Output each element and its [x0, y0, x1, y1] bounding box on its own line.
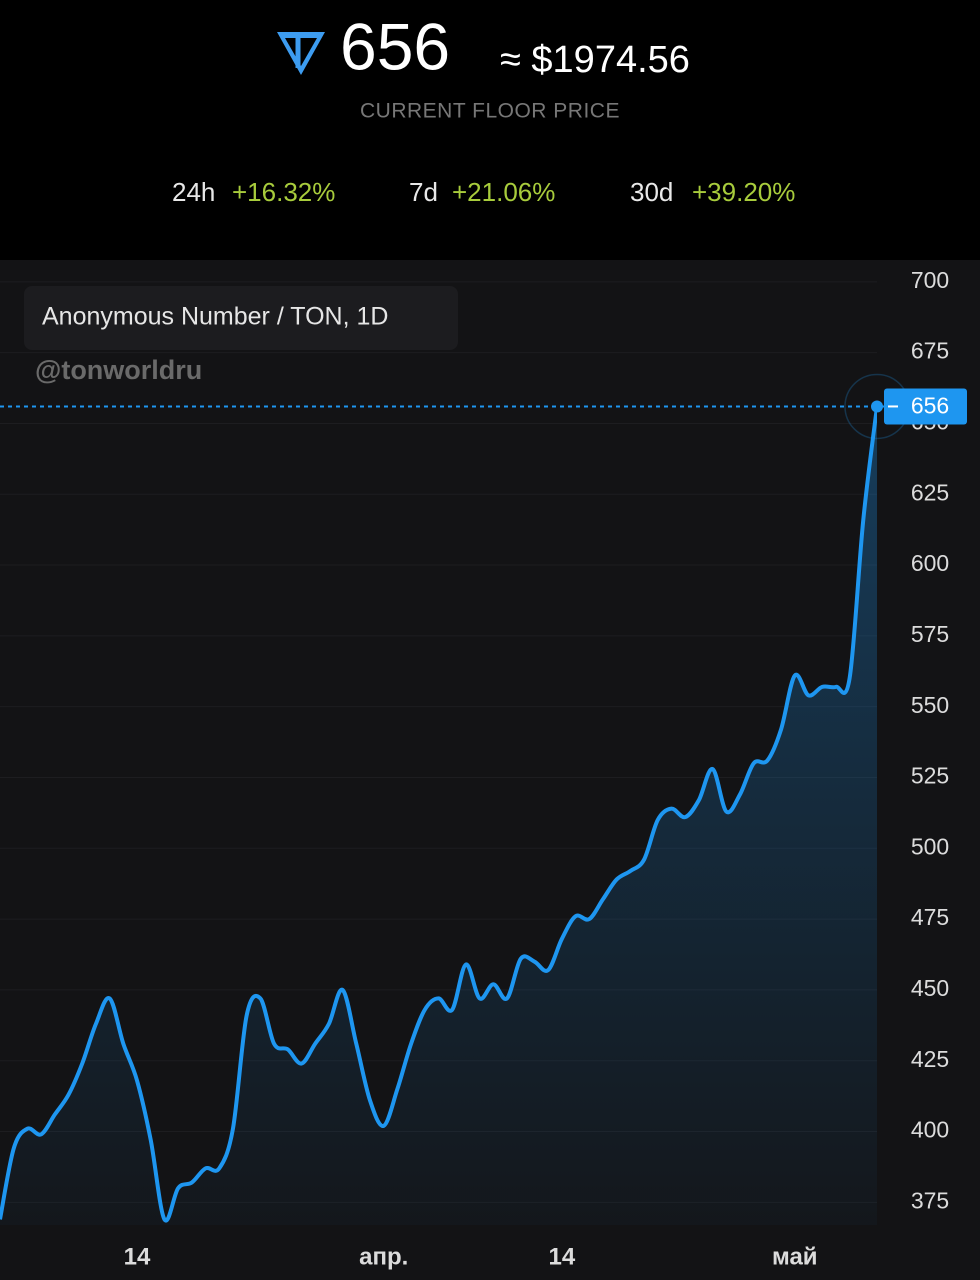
change-value: +39.20%	[692, 177, 795, 207]
y-tick-label: 575	[911, 621, 949, 647]
y-tick-label: 375	[911, 1187, 949, 1213]
y-tick-label: 475	[911, 904, 949, 930]
changes: 24h +16.32% 7d +21.06% 30d +39.20%	[172, 177, 795, 207]
usd-price: ≈ $1974.56	[500, 39, 690, 81]
last-point	[871, 400, 883, 413]
y-tick-label: 600	[911, 550, 949, 576]
change-period: 7d	[409, 177, 438, 207]
x-tick-label: май	[772, 1243, 818, 1270]
chart-title: Anonymous Number / TON, 1D	[42, 303, 388, 331]
y-tick-label: 525	[911, 763, 949, 789]
y-tick-label: 675	[911, 338, 949, 364]
y-tick-label: 625	[911, 479, 949, 505]
x-tick-label: 14	[124, 1243, 151, 1270]
floor-price: 656	[340, 9, 450, 83]
x-tick-label: апр.	[359, 1243, 408, 1270]
y-tick-label: 425	[911, 1046, 949, 1072]
y-tick-label: 500	[911, 833, 949, 859]
y-tick-label: 550	[911, 692, 949, 718]
change-value: +21.06%	[452, 177, 555, 207]
area	[0, 406, 877, 1225]
change-value: +16.32%	[232, 177, 335, 207]
watermark: @tonworldru	[35, 355, 202, 385]
y-tick-label: 700	[911, 267, 949, 293]
price-label: CURRENT FLOOR PRICE	[360, 100, 620, 123]
last-price-label: 656	[911, 393, 949, 419]
x-tick-label: 14	[548, 1243, 575, 1270]
change-period: 30d	[630, 177, 673, 207]
y-tick-label: 450	[911, 975, 949, 1001]
change-period: 24h	[172, 177, 215, 207]
header-bg	[0, 0, 980, 260]
title-box	[24, 286, 458, 350]
ton-logo	[277, 32, 325, 75]
y-tick-label: 400	[911, 1117, 949, 1143]
line	[0, 406, 877, 1223]
last-price-box	[884, 388, 967, 425]
